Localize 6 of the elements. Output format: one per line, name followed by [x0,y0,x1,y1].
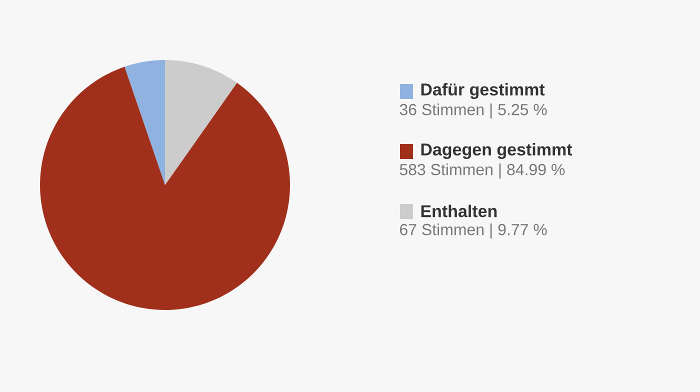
legend-label: Enthalten [421,204,497,218]
data-label: 36 Stimmen | 5.25 % [400,104,547,118]
legend-label: Dagegen gestimmt [421,143,572,159]
data-label: 67 Stimmen | 9.77 % [400,224,547,238]
data-label: 583 Stimmen | 84.99 % [400,164,565,178]
legend-label: Dafür gestimmt [421,83,545,99]
